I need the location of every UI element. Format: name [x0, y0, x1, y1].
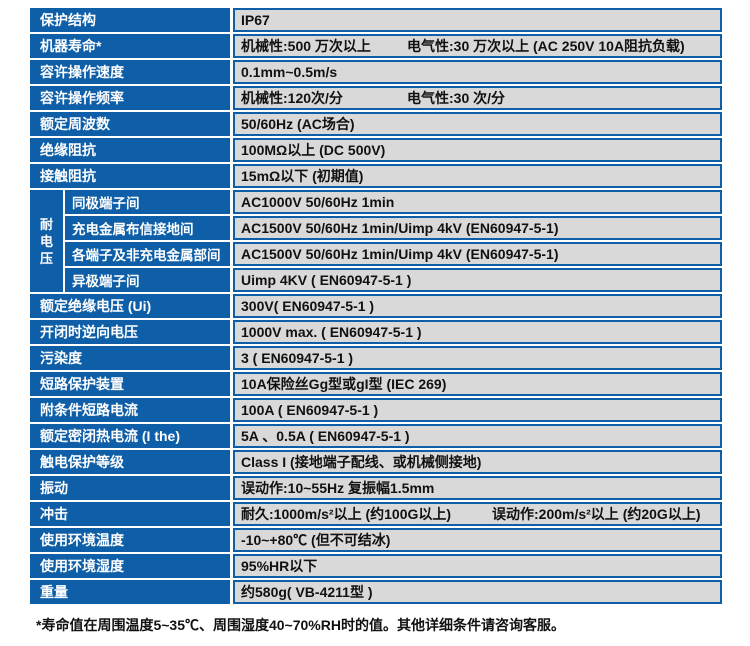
row-value: 50/60Hz (AC场合)	[233, 112, 722, 136]
table-row-operating-frequency: 容许操作频率 机械性:120次/分 电气性:30 次/分	[30, 86, 722, 110]
row-value: Class I (接地端子配线、或机械侧接地)	[233, 450, 722, 474]
row-value: 机械性:500 万次以上 电气性:30 万次以上 (AC 250V 10A阻抗负…	[233, 34, 722, 58]
row-label: 触电保护等级	[30, 450, 230, 474]
table-row-same-pole-terminals: 同极端子间 AC1000V 50/60Hz 1min	[65, 190, 722, 214]
table-row-pollution-degree: 污染度 3 ( EN60947-5-1 )	[30, 346, 722, 370]
row-value: 10A保险丝Gg型或gI型 (IEC 269)	[233, 372, 722, 396]
row-label: 开闭时逆向电压	[30, 320, 230, 344]
group-label-vertical: 耐电压	[30, 190, 63, 292]
row-value: IP67	[233, 8, 722, 32]
row-label: 冲击	[30, 502, 230, 526]
row-value: AC1500V 50/60Hz 1min/Uimp 4kV (EN60947-5…	[233, 216, 722, 240]
row-value: 95%HR以下	[233, 554, 722, 578]
row-value: 100MΩ以上 (DC 500V)	[233, 138, 722, 162]
value-part-malfunction: 误动作:200m/s²以上 (约20G以上)	[492, 506, 701, 522]
row-value: 300V( EN60947-5-1 )	[233, 294, 722, 318]
row-value: Uimp 4KV ( EN60947-5-1 )	[233, 268, 722, 292]
row-label: 容许操作频率	[30, 86, 230, 110]
row-value: 约580g( VB-4211型 )	[233, 580, 722, 604]
row-label: 额定周波数	[30, 112, 230, 136]
value-part-electrical: 电气性:30 万次以上 (AC 250V 10A阻抗负载)	[407, 38, 685, 54]
table-row-conditional-short-circuit-current: 附条件短路电流 100A ( EN60947-5-1 )	[30, 398, 722, 422]
table-row-opposite-pole-terminals: 异极端子间 Uimp 4KV ( EN60947-5-1 )	[65, 268, 722, 292]
row-label: 重量	[30, 580, 230, 604]
value-part-mechanical: 机械性:120次/分	[241, 90, 343, 106]
table-row-machine-life: 机器寿命* 机械性:500 万次以上 电气性:30 万次以上 (AC 250V …	[30, 34, 722, 58]
row-label: 保护结构	[30, 8, 230, 32]
value-part-durability: 耐久:1000m/s²以上 (约100G以上)	[241, 506, 452, 522]
table-row-reverse-voltage: 开闭时逆向电压 1000V max. ( EN60947-5-1 )	[30, 320, 722, 344]
row-value: AC1000V 50/60Hz 1min	[233, 190, 722, 214]
row-label: 额定绝缘电压 (Ui)	[30, 294, 230, 318]
row-label: 使用环境湿度	[30, 554, 230, 578]
table-row-ambient-temperature: 使用环境温度 -10~+80℃ (但不可结冰)	[30, 528, 722, 552]
table-row-charged-metal-ground: 充电金属布信接地间 AC1500V 50/60Hz 1min/Uimp 4kV …	[65, 216, 722, 240]
row-label: 充电金属布信接地间	[65, 216, 230, 240]
row-value: 机械性:120次/分 电气性:30 次/分	[233, 86, 722, 110]
withstand-voltage-group: 耐电压 同极端子间 AC1000V 50/60Hz 1min 充电金属布信接地间…	[30, 190, 722, 292]
row-value: 误动作:10~55Hz 复振幅1.5mm	[233, 476, 722, 500]
row-value: 1000V max. ( EN60947-5-1 )	[233, 320, 722, 344]
footnote: *寿命值在周围温度5~35℃、周围湿度40~70%RH时的值。其他详细条件请咨询…	[36, 617, 565, 633]
table-row-short-circuit-protection: 短路保护装置 10A保险丝Gg型或gI型 (IEC 269)	[30, 372, 722, 396]
table-row-electric-shock-protection-class: 触电保护等级 Class I (接地端子配线、或机械侧接地)	[30, 450, 722, 474]
row-label: 短路保护装置	[30, 372, 230, 396]
row-label: 振动	[30, 476, 230, 500]
row-label: 使用环境温度	[30, 528, 230, 552]
table-row-ambient-humidity: 使用环境湿度 95%HR以下	[30, 554, 722, 578]
row-label: 容许操作速度	[30, 60, 230, 84]
table-row-rated-enclosed-thermal-current: 额定密闭热电流 (I the) 5A 、0.5A ( EN60947-5-1 )	[30, 424, 722, 448]
row-value: 0.1mm~0.5m/s	[233, 60, 722, 84]
row-label: 各端子及非充电金属部间	[65, 242, 230, 266]
row-label: 污染度	[30, 346, 230, 370]
value-part-electrical: 电气性:30 次/分	[407, 90, 506, 106]
table-row-shock: 冲击 耐久:1000m/s²以上 (约100G以上) 误动作:200m/s²以上…	[30, 502, 722, 526]
table-row-rated-frequency: 额定周波数 50/60Hz (AC场合)	[30, 112, 722, 136]
row-value: 3 ( EN60947-5-1 )	[233, 346, 722, 370]
value-part-mechanical: 机械性:500 万次以上	[241, 38, 371, 54]
table-row-vibration: 振动 误动作:10~55Hz 复振幅1.5mm	[30, 476, 722, 500]
row-label: 异极端子间	[65, 268, 230, 292]
row-value: AC1500V 50/60Hz 1min/Uimp 4kV (EN60947-5…	[233, 242, 722, 266]
row-label: 附条件短路电流	[30, 398, 230, 422]
row-label: 绝缘阻抗	[30, 138, 230, 162]
table-row-rated-insulation-voltage: 额定绝缘电压 (Ui) 300V( EN60947-5-1 )	[30, 294, 722, 318]
table-row-terminals-noncharged-metal: 各端子及非充电金属部间 AC1500V 50/60Hz 1min/Uimp 4k…	[65, 242, 722, 266]
spec-table: 保护结构 IP67 机器寿命* 机械性:500 万次以上 电气性:30 万次以上…	[30, 8, 722, 604]
group-sub-rows: 同极端子间 AC1000V 50/60Hz 1min 充电金属布信接地间 AC1…	[65, 190, 722, 292]
row-value: 100A ( EN60947-5-1 )	[233, 398, 722, 422]
row-label: 机器寿命*	[30, 34, 230, 58]
table-row-insulation-resistance: 绝缘阻抗 100MΩ以上 (DC 500V)	[30, 138, 722, 162]
table-row-operating-speed: 容许操作速度 0.1mm~0.5m/s	[30, 60, 722, 84]
group-label-text: 耐电压	[39, 216, 53, 266]
table-row-weight: 重量 约580g( VB-4211型 )	[30, 580, 722, 604]
row-value: -10~+80℃ (但不可结冰)	[233, 528, 722, 552]
table-row-contact-resistance: 接触阻抗 15mΩ以下 (初期值)	[30, 164, 722, 188]
row-label: 接触阻抗	[30, 164, 230, 188]
row-label: 同极端子间	[65, 190, 230, 214]
row-label: 额定密闭热电流 (I the)	[30, 424, 230, 448]
row-value: 5A 、0.5A ( EN60947-5-1 )	[233, 424, 722, 448]
row-value: 耐久:1000m/s²以上 (约100G以上) 误动作:200m/s²以上 (约…	[233, 502, 722, 526]
row-value: 15mΩ以下 (初期值)	[233, 164, 722, 188]
table-row-protection-structure: 保护结构 IP67	[30, 8, 722, 32]
